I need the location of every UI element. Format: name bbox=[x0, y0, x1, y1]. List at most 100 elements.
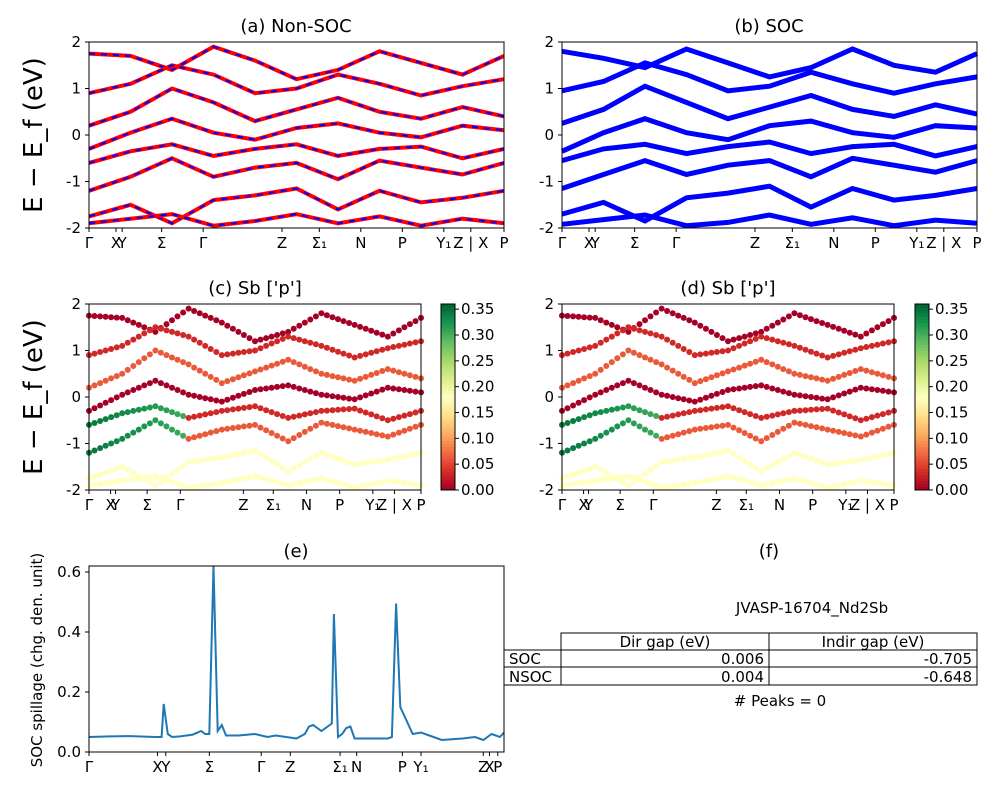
weight-point bbox=[597, 366, 604, 373]
weight-point bbox=[879, 480, 886, 487]
weight-point bbox=[564, 350, 571, 357]
weight-point bbox=[180, 389, 187, 396]
colorbar-segment bbox=[915, 344, 929, 348]
weight-point bbox=[564, 481, 571, 488]
weight-point bbox=[207, 429, 214, 436]
weight-point bbox=[97, 349, 104, 355]
weight-point bbox=[196, 483, 203, 490]
weight-point bbox=[636, 423, 643, 430]
weight-point bbox=[362, 373, 369, 380]
weight-point bbox=[174, 411, 181, 418]
weight-point bbox=[318, 391, 325, 398]
colorbar-segment bbox=[441, 313, 455, 317]
x-tick-label: Γ bbox=[558, 234, 567, 252]
weight-point bbox=[108, 346, 115, 352]
weight-point bbox=[218, 480, 225, 486]
weight-point bbox=[351, 396, 358, 403]
weight-point bbox=[357, 460, 364, 467]
weight-point bbox=[357, 483, 364, 490]
weight-point bbox=[603, 319, 610, 326]
colorbar-tick-label: 0.30 bbox=[935, 326, 968, 344]
weight-point bbox=[124, 339, 131, 346]
weight-point bbox=[863, 478, 870, 485]
weight-point bbox=[852, 415, 859, 422]
weight-point bbox=[368, 371, 375, 378]
colorbar-segment bbox=[441, 459, 455, 463]
colorbar-segment bbox=[441, 350, 455, 355]
weight-point bbox=[796, 312, 803, 319]
weight-point bbox=[625, 482, 632, 489]
weight-point bbox=[312, 452, 319, 459]
weight-point bbox=[614, 324, 621, 331]
weight-point bbox=[207, 456, 214, 462]
weight-point bbox=[835, 409, 842, 416]
weight-point bbox=[874, 427, 881, 434]
weight-point bbox=[680, 456, 687, 462]
weight-point bbox=[763, 481, 770, 488]
colorbar-tick-label: 0.30 bbox=[461, 326, 494, 344]
weight-point bbox=[130, 429, 137, 436]
colorbar-segment bbox=[441, 455, 455, 460]
weight-point bbox=[340, 424, 347, 431]
weight-point bbox=[785, 313, 792, 320]
weight-point bbox=[169, 409, 175, 416]
weight-point bbox=[819, 425, 826, 432]
weight-point bbox=[279, 383, 286, 390]
weight-point bbox=[575, 347, 582, 354]
weight-point bbox=[390, 431, 397, 438]
weight-point bbox=[581, 375, 588, 382]
weight-point bbox=[868, 327, 875, 334]
weight-point bbox=[395, 429, 402, 436]
weight-point bbox=[575, 469, 582, 476]
weight-point bbox=[852, 432, 859, 439]
weight-point bbox=[119, 435, 126, 442]
weight-point bbox=[758, 333, 765, 340]
x-tick-label: Σ bbox=[157, 234, 166, 252]
weight-point bbox=[124, 466, 131, 473]
weight-point bbox=[229, 425, 236, 431]
weight-point bbox=[680, 346, 687, 352]
weight-point bbox=[362, 325, 369, 332]
weight-point bbox=[390, 344, 397, 350]
weight-point bbox=[752, 464, 759, 471]
weight-point bbox=[263, 335, 270, 342]
colorbar-segment bbox=[441, 347, 455, 351]
weight-point bbox=[669, 367, 676, 374]
weight-point bbox=[274, 461, 281, 468]
weight-point bbox=[730, 366, 737, 373]
colorbar-tick-label: 0.05 bbox=[461, 455, 494, 473]
weight-point bbox=[763, 383, 770, 390]
weight-point bbox=[108, 467, 115, 474]
colorbar-segment bbox=[915, 316, 929, 320]
weight-point bbox=[185, 459, 192, 466]
weight-point bbox=[351, 426, 358, 433]
x-tick-label: Γ bbox=[176, 496, 185, 514]
weight-point bbox=[581, 479, 588, 486]
weight-point bbox=[135, 333, 142, 340]
weight-point bbox=[725, 368, 731, 375]
weight-point bbox=[163, 382, 170, 389]
weight-point bbox=[852, 368, 859, 374]
weight-point bbox=[146, 351, 153, 358]
weight-point bbox=[758, 482, 765, 489]
weight-point bbox=[741, 333, 748, 340]
x-tick-label: N bbox=[351, 758, 362, 776]
y-tick-label: 1 bbox=[71, 342, 81, 360]
weight-point bbox=[841, 371, 848, 378]
weight-point bbox=[813, 481, 820, 488]
weight-point bbox=[697, 396, 704, 403]
x-tick-label: Z | X bbox=[850, 496, 885, 514]
weight-point bbox=[713, 372, 720, 379]
colorbar-segment bbox=[915, 375, 929, 379]
weight-point bbox=[285, 356, 292, 363]
weight-point bbox=[675, 312, 682, 319]
y-tick-label: 0 bbox=[544, 388, 554, 406]
weight-point bbox=[246, 370, 253, 377]
y-tick-label: -2 bbox=[66, 481, 81, 499]
weight-point bbox=[586, 465, 593, 472]
weight-point bbox=[647, 466, 654, 473]
weight-point bbox=[395, 386, 402, 393]
weight-point bbox=[268, 409, 275, 416]
weight-point bbox=[163, 327, 170, 334]
weight-point bbox=[630, 349, 637, 356]
